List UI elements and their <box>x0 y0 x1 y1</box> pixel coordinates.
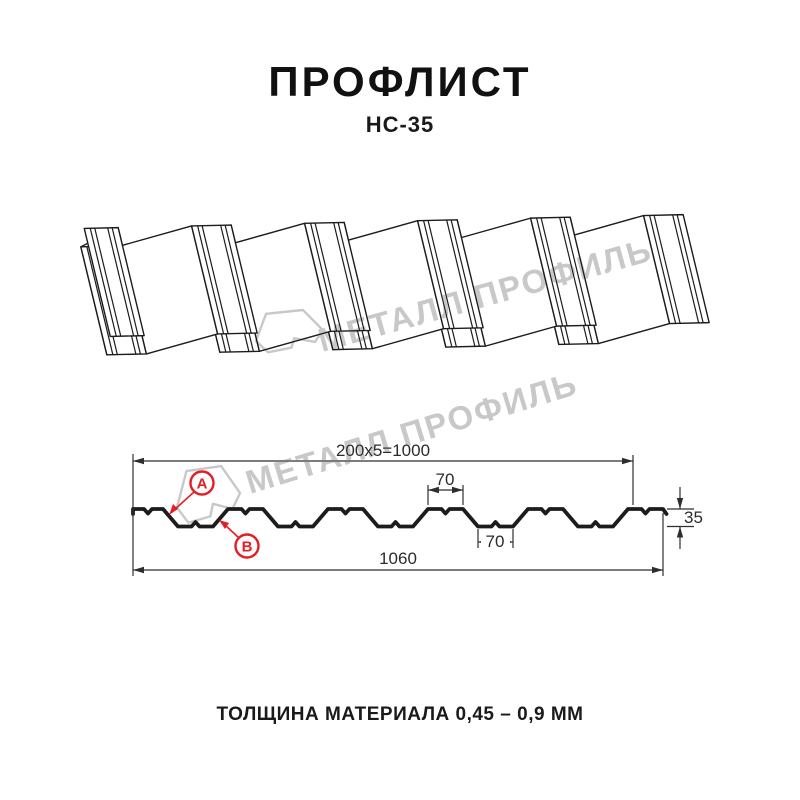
callout-a-label: А <box>197 476 208 493</box>
profile-outline <box>131 507 669 529</box>
dim-crest-width-label: 70 <box>436 470 455 489</box>
sheet-3d-view <box>80 213 710 356</box>
callout-b-label: В <box>242 539 253 556</box>
metalprofil-logo-icon <box>256 310 323 352</box>
callout-b-arrowhead <box>219 520 229 529</box>
dim-overall-label: 1060 <box>379 549 417 568</box>
dimension-labels: 200x5=1000 70 70 35 1060 <box>336 441 703 568</box>
profile-model-subtitle: НС-35 <box>365 112 435 137</box>
callout-b-circle <box>234 533 260 559</box>
callout-a-circle <box>189 470 215 496</box>
page-title: ПРОФЛИСТ <box>268 58 532 105</box>
dim-height-label: 35 <box>684 508 703 527</box>
material-thickness-note: ТОЛЩИНА МАТЕРИАЛА 0,45 – 0,9 ММ <box>216 704 584 725</box>
dim-valley-width-label: 70 <box>486 532 505 551</box>
watermark-text: МЕТАЛЛ ПРОФИЛЬ <box>241 364 582 500</box>
metalprofil-logo-icon <box>177 466 240 523</box>
dim-coverage-label: 200x5=1000 <box>336 441 430 460</box>
callout-a: А <box>169 470 215 515</box>
callout-a-arrowhead <box>169 504 178 515</box>
dim-valley-label-mask <box>481 534 510 549</box>
callout-b: В <box>219 520 260 559</box>
watermark-bottom: МЕТАЛЛ ПРОФИЛЬ <box>177 364 582 522</box>
